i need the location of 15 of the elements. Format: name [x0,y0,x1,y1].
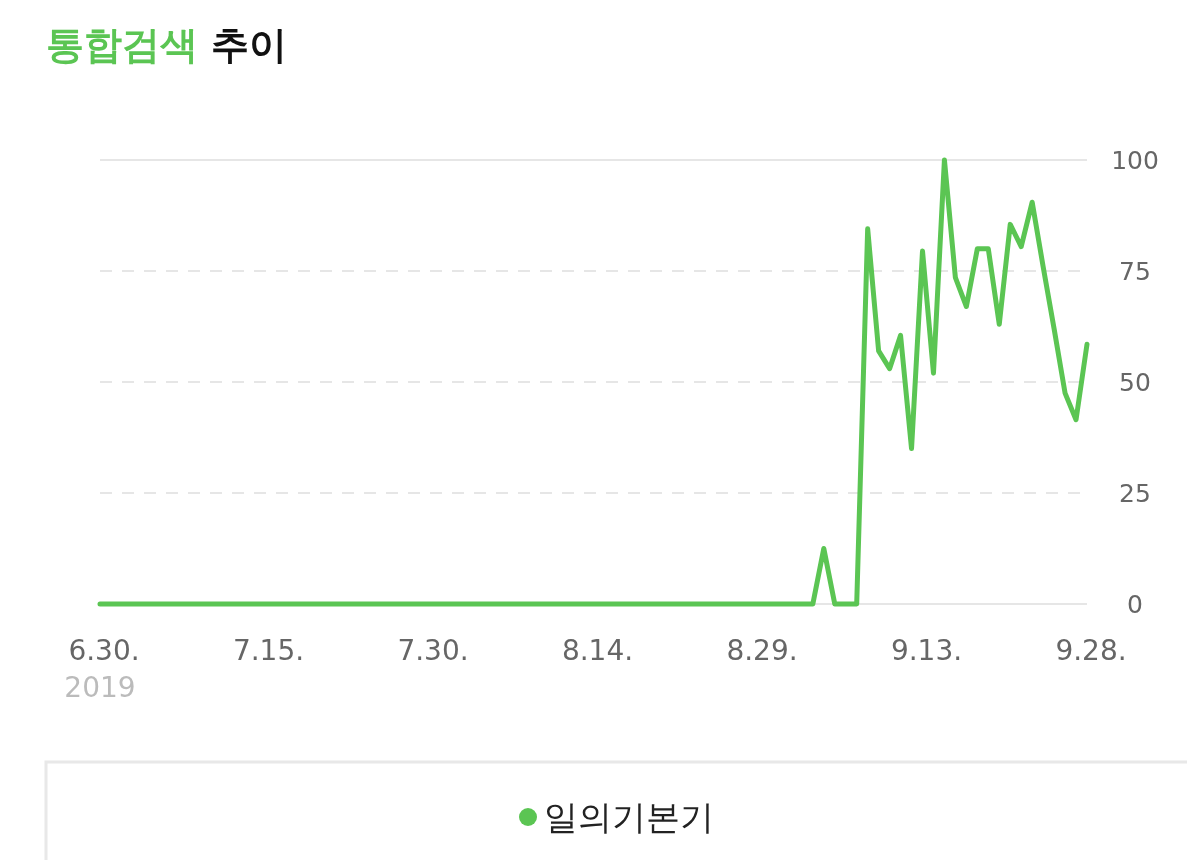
text: 2019 [64,671,136,704]
x-tick-label: 7.15. [232,634,305,667]
x-tick-label: 7.30. [397,634,469,667]
chart-title: 통합검색 추이 [46,23,288,67]
x-tick-label: 8.29. [726,634,798,667]
y-tick-label: 25 [1119,479,1151,508]
y-tick-label: 100 [1111,146,1159,175]
x-tick-label: 6.30. [68,634,140,667]
y-tick-label: 0 [1127,590,1143,619]
y-tick-label: 75 [1119,257,1151,286]
x-tick-label: 8.14. [561,634,634,667]
legend-label: 일의기본기 [544,797,714,837]
x-tick-label: 9.28. [1055,634,1127,667]
y-tick-label: 50 [1119,368,1151,397]
x-tick-label: 9.13. [890,634,963,667]
